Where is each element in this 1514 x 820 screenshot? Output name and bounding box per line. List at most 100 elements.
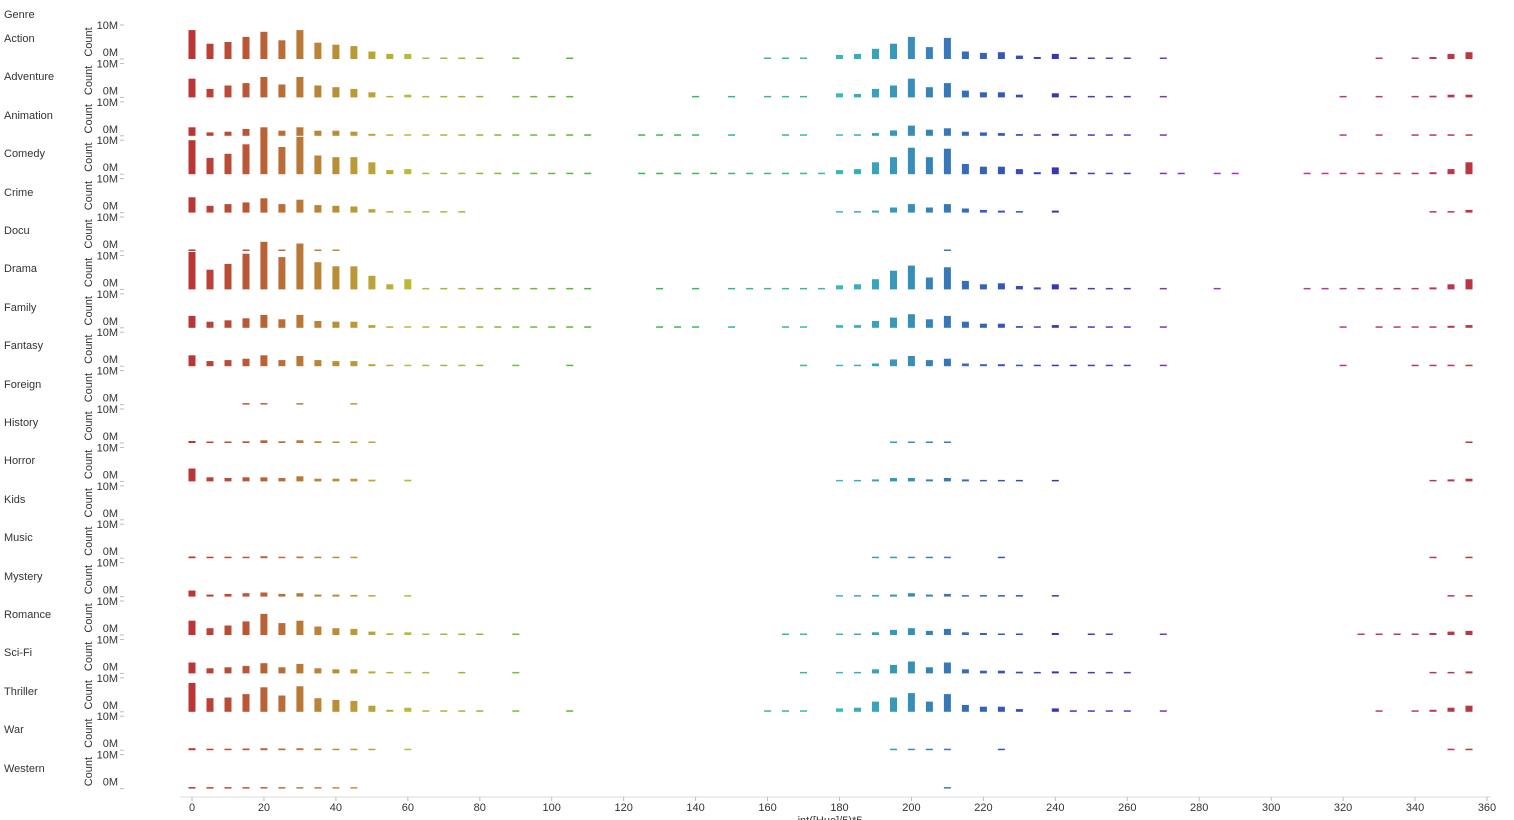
- bar-thriller-225: [997, 706, 1005, 712]
- bar-history-200: [907, 441, 915, 443]
- y-tick-label: 0M: [103, 585, 118, 597]
- bar-foreign-45: [350, 403, 358, 405]
- bar-sci-fi-225: [997, 670, 1005, 674]
- bar-comedy-315: [1321, 172, 1329, 175]
- bar-thriller-60: [404, 707, 412, 712]
- bar-family-5: [206, 321, 214, 328]
- bar-thriller-355: [1465, 705, 1473, 712]
- bar-animation-130: [656, 134, 664, 136]
- bar-adventure-80: [476, 95, 484, 98]
- bar-action-270: [1159, 57, 1167, 59]
- bar-action-20: [260, 31, 268, 59]
- bar-romance-190: [872, 632, 879, 635]
- bar-animation-350: [1447, 134, 1455, 136]
- bar-crime-0: [188, 197, 196, 213]
- bar-history-10: [224, 441, 232, 443]
- bar-drama-210: [943, 267, 951, 290]
- bar-thriller-25: [278, 695, 286, 712]
- bar-family-140: [692, 326, 700, 328]
- row-label-history: History: [4, 417, 39, 429]
- bar-western-5: [206, 787, 214, 789]
- y-tick-label: 10M: [97, 58, 118, 70]
- bar-mystery-225: [997, 595, 1005, 597]
- bar-animation-25: [278, 130, 286, 136]
- y-tick-label: 10M: [97, 558, 118, 570]
- bar-mystery-210: [943, 593, 951, 597]
- y-tick-label: 0M: [103, 316, 118, 328]
- y-axis-title: Count: [83, 719, 95, 748]
- bar-comedy-30: [296, 136, 304, 175]
- row-label-fantasy: Fantasy: [4, 340, 44, 353]
- bar-drama-95: [530, 287, 538, 290]
- bar-fantasy-180: [836, 364, 843, 367]
- x-tick-label: 20: [258, 802, 270, 814]
- bar-mystery-240: [1051, 595, 1059, 597]
- bar-family-75: [458, 326, 466, 328]
- bar-romance-0: [188, 620, 196, 635]
- bar-western-15: [242, 787, 250, 789]
- bar-foreign-30: [296, 403, 304, 405]
- bar-crime-240: [1051, 210, 1059, 213]
- bar-adventure-245: [1069, 95, 1077, 98]
- bar-comedy-100: [548, 172, 556, 175]
- bar-crime-60: [404, 211, 412, 213]
- y-tick-label: 0M: [103, 738, 118, 750]
- bar-drama-175: [818, 287, 825, 290]
- bar-crime-200: [907, 204, 915, 213]
- row-label-action: Action: [4, 33, 35, 45]
- bar-thriller-330: [1375, 710, 1383, 712]
- bar-war-35: [314, 748, 322, 751]
- bar-comedy-310: [1303, 172, 1311, 175]
- bar-adventure-10: [224, 85, 232, 98]
- bar-sci-fi-25: [278, 667, 286, 674]
- x-tick-label: 340: [1406, 802, 1424, 814]
- bar-family-270: [1159, 326, 1167, 328]
- bar-mystery-185: [854, 595, 861, 597]
- bar-adventure-150: [728, 95, 736, 98]
- bar-crime-75: [458, 211, 466, 213]
- x-tick-label: 80: [474, 802, 486, 814]
- bar-fantasy-190: [872, 363, 879, 367]
- bar-comedy-230: [1015, 169, 1023, 175]
- bar-animation-320: [1339, 134, 1347, 136]
- bar-animation-75: [458, 134, 466, 136]
- bar-sci-fi-5: [206, 668, 214, 674]
- bar-mystery-60: [404, 595, 412, 597]
- bar-drama-350: [1447, 284, 1455, 290]
- bar-sci-fi-60: [404, 671, 412, 674]
- bar-action-220: [979, 52, 987, 59]
- bar-comedy-285: [1213, 172, 1221, 175]
- bar-horror-180: [836, 479, 843, 482]
- bar-animation-355: [1465, 134, 1473, 136]
- bar-adventure-105: [566, 95, 574, 98]
- bar-romance-65: [422, 633, 430, 635]
- bar-horror-230: [1015, 479, 1023, 482]
- row-label-crime: Crime: [4, 186, 34, 199]
- bar-thriller-45: [350, 700, 358, 712]
- bar-animation-45: [350, 131, 358, 136]
- bar-mystery-205: [925, 594, 933, 597]
- bar-sci-fi-40: [332, 669, 340, 674]
- bar-sci-fi-250: [1087, 671, 1095, 674]
- bar-comedy-175: [818, 172, 825, 175]
- bar-music-45: [350, 556, 358, 559]
- bar-horror-345: [1429, 479, 1437, 482]
- bar-action-235: [1033, 57, 1041, 59]
- bar-animation-330: [1375, 134, 1383, 136]
- bar-romance-25: [278, 623, 286, 635]
- bar-comedy-155: [746, 172, 754, 175]
- bar-adventure-15: [242, 83, 250, 98]
- bar-comedy-90: [512, 172, 520, 175]
- bar-animation-240: [1051, 133, 1059, 136]
- bar-animation-40: [332, 130, 340, 136]
- bar-adventure-165: [782, 95, 789, 98]
- bar-crime-225: [997, 210, 1005, 213]
- x-tick-label: 140: [686, 802, 704, 814]
- row-label-comedy: Comedy: [4, 148, 45, 161]
- bar-romance-255: [1105, 633, 1113, 635]
- bar-adventure-210: [943, 83, 951, 98]
- bar-adventure-220: [979, 92, 987, 98]
- row-label-adventure: Adventure: [4, 71, 55, 84]
- bar-animation-270: [1159, 134, 1167, 136]
